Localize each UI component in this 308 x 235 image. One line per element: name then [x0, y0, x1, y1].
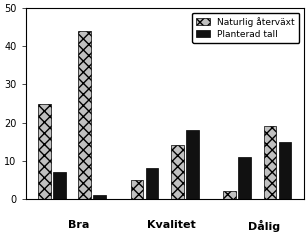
Bar — [38, 103, 51, 199]
Text: Kvalitet: Kvalitet — [147, 220, 195, 230]
Legend: Naturlig återväxt, Planterad tall: Naturlig återväxt, Planterad tall — [192, 13, 299, 43]
Text: Bra: Bra — [68, 220, 89, 230]
Bar — [171, 145, 184, 199]
Bar — [79, 31, 91, 199]
Bar — [131, 180, 144, 199]
Bar — [146, 168, 158, 199]
Bar — [264, 126, 276, 199]
Bar — [223, 191, 236, 199]
Bar — [93, 195, 106, 199]
Bar — [238, 157, 251, 199]
Text: Dålig: Dålig — [248, 220, 280, 232]
Bar — [53, 172, 66, 199]
Bar — [278, 142, 291, 199]
Bar — [186, 130, 199, 199]
